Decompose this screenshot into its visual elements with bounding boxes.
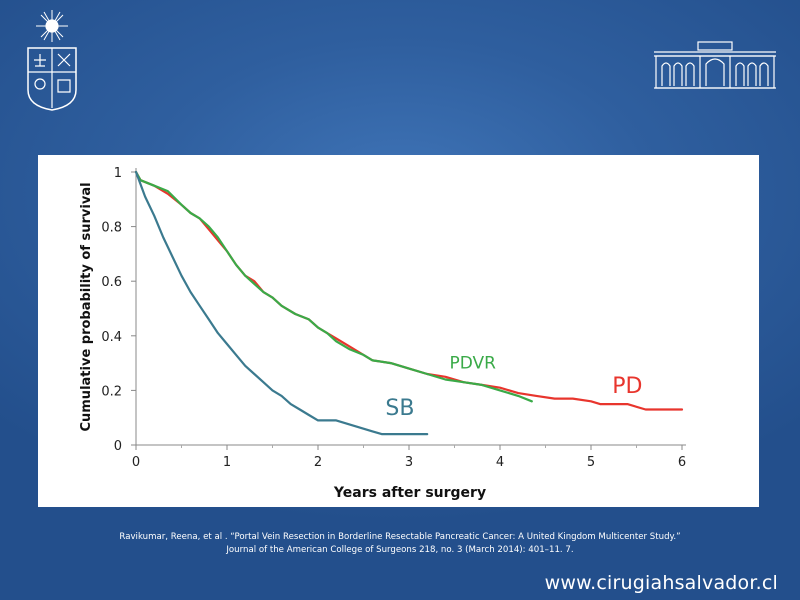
series-label-pdvr: PDVR: [449, 354, 496, 374]
citation: Ravikumar, Reena, et al . “Portal Vein R…: [40, 531, 760, 557]
series-line-sb: [134, 170, 429, 436]
y-tick-label: 0.6: [101, 275, 122, 290]
x-tick-label: 3: [405, 455, 413, 470]
series-label-sb: SB: [385, 396, 414, 421]
x-tick-label: 5: [587, 455, 595, 470]
university-crest-icon: [27, 10, 77, 111]
hospital-building-icon: [654, 41, 776, 89]
citation-line-2: Journal of the American College of Surge…: [226, 545, 574, 555]
series-line-pdvr: [134, 170, 533, 403]
survival-chart: 0 1 2 3 4 5 6 0 0.2 0.4 0.6 0.8 1 PD PDVR SB Years afte…: [79, 166, 686, 501]
website-url[interactable]: www.cirugiahsalvador.cl: [544, 572, 778, 594]
x-tick-label: 0: [132, 455, 140, 470]
y-tick-label: 0.8: [101, 221, 122, 236]
x-tick-label: 2: [314, 455, 322, 470]
x-tick-label: 4: [496, 455, 504, 470]
y-tick-label: 0.2: [101, 384, 122, 399]
y-tick-label: 0: [114, 439, 122, 454]
y-axis-label: Cumulative probability of survival: [79, 182, 94, 431]
series-line-pd: [134, 170, 684, 411]
x-tick-label: 6: [678, 455, 686, 470]
citation-line-1: Ravikumar, Reena, et al . “Portal Vein R…: [119, 532, 681, 542]
y-tick-label: 0.4: [101, 330, 122, 345]
x-tick-label: 1: [223, 455, 231, 470]
x-axis-label: Years after surgery: [333, 485, 486, 501]
y-tick-label: 1: [114, 166, 122, 181]
series-label-pd: PD: [612, 374, 642, 399]
chart-panel: 0 1 2 3 4 5 6 0 0.2 0.4 0.6 0.8 1 PD PDVR SB Years afte…: [38, 155, 759, 507]
